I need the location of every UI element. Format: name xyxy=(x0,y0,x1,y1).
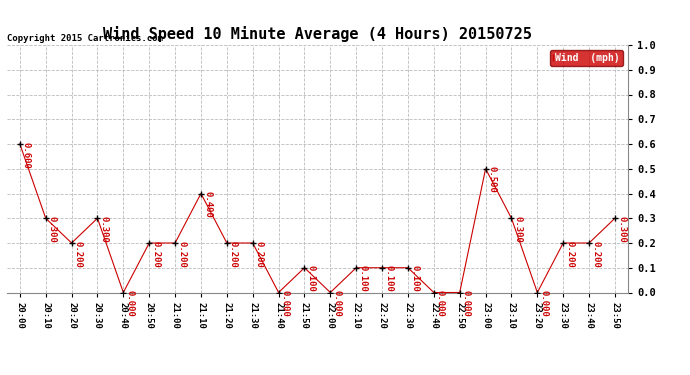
Text: 0.600: 0.600 xyxy=(22,141,31,168)
Text: 0.000: 0.000 xyxy=(281,290,290,317)
Text: 0.000: 0.000 xyxy=(540,290,549,317)
Title: Wind Speed 10 Minute Average (4 Hours) 20150725: Wind Speed 10 Minute Average (4 Hours) 2… xyxy=(103,27,532,42)
Text: 0.000: 0.000 xyxy=(333,290,342,317)
Text: 0.200: 0.200 xyxy=(151,240,160,267)
Text: 0.100: 0.100 xyxy=(384,265,393,292)
Text: 0.100: 0.100 xyxy=(358,265,367,292)
Text: 0.300: 0.300 xyxy=(513,216,522,243)
Text: 0.400: 0.400 xyxy=(203,191,212,218)
Text: 0.200: 0.200 xyxy=(177,240,186,267)
Text: 0.300: 0.300 xyxy=(617,216,626,243)
Text: 0.000: 0.000 xyxy=(436,290,445,317)
Text: 0.300: 0.300 xyxy=(99,216,108,243)
Text: 0.000: 0.000 xyxy=(462,290,471,317)
Text: 0.200: 0.200 xyxy=(565,240,574,267)
Text: 0.200: 0.200 xyxy=(591,240,600,267)
Text: 0.200: 0.200 xyxy=(255,240,264,267)
Text: 0.000: 0.000 xyxy=(126,290,135,317)
Text: 0.500: 0.500 xyxy=(488,166,497,193)
Text: Copyright 2015 Cartronics.com: Copyright 2015 Cartronics.com xyxy=(7,33,163,42)
Text: 0.100: 0.100 xyxy=(306,265,315,292)
Legend: Wind  (mph): Wind (mph) xyxy=(550,50,623,66)
Text: 0.100: 0.100 xyxy=(410,265,419,292)
Text: 0.300: 0.300 xyxy=(48,216,57,243)
Text: 0.200: 0.200 xyxy=(229,240,238,267)
Text: 0.200: 0.200 xyxy=(74,240,83,267)
